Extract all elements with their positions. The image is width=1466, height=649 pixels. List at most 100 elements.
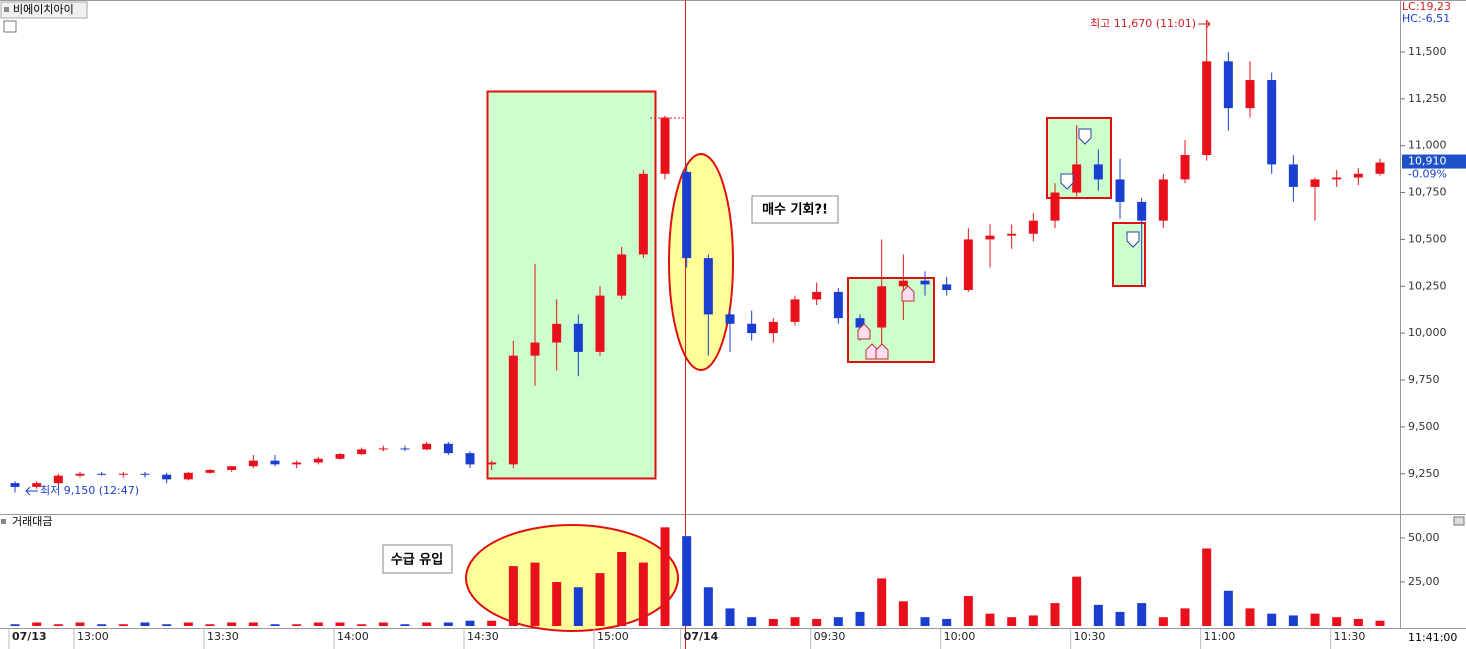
- close-button[interactable]: [1453, 516, 1465, 526]
- volume-bar: [573, 587, 583, 626]
- y-tick-label: 9,750: [1408, 373, 1440, 386]
- candle-body: [162, 474, 172, 480]
- volume-bar: [942, 618, 952, 626]
- volume-bar: [53, 624, 63, 626]
- tab-icon: [4, 7, 9, 12]
- y-tick-label: 10,750: [1408, 186, 1447, 199]
- volume-bar: [595, 573, 605, 626]
- candle-body: [10, 483, 20, 487]
- volume-bar: [638, 562, 648, 626]
- candle-body: [812, 291, 822, 300]
- candle-body: [552, 323, 562, 343]
- candle-body: [75, 473, 85, 476]
- symbol-tab[interactable]: [0, 1, 88, 19]
- candle-body: [32, 483, 42, 487]
- volume-bar: [1137, 603, 1147, 626]
- y-tick-label: 10,250: [1408, 279, 1447, 292]
- volume-bar: [985, 613, 995, 626]
- volume-bar: [812, 618, 822, 626]
- candle-body: [1028, 220, 1038, 234]
- x-tick-label: 07/13: [12, 630, 47, 643]
- annotation: 매수 기회?!: [762, 202, 828, 218]
- y-tick-label: 9,500: [1408, 420, 1440, 433]
- candle-body: [1202, 61, 1212, 156]
- candle-body: [183, 472, 193, 480]
- candle-body: [1072, 164, 1082, 193]
- volume-bar: [660, 527, 670, 626]
- trade-signals: [857, 128, 1140, 360]
- x-tick-label: 11:30: [1334, 630, 1366, 643]
- candle-body: [1050, 192, 1060, 221]
- volume-bar: [963, 596, 973, 626]
- volume-bar: [1332, 617, 1342, 626]
- candle-body: [833, 291, 843, 319]
- candle-body: [963, 239, 973, 291]
- volume-bar: [725, 608, 735, 626]
- candle-body: [465, 453, 475, 465]
- volume-bar: [703, 587, 713, 626]
- candle-body: [703, 258, 713, 315]
- volume-bar: [1245, 608, 1255, 626]
- volume-bar: [118, 624, 128, 626]
- x-tick-label: 13:30: [207, 630, 239, 643]
- x-tick-label: 13:00: [77, 630, 109, 643]
- volume-bar: [140, 622, 150, 626]
- candle-body: [1245, 80, 1255, 109]
- last-price-label: 10,910: [1408, 155, 1447, 168]
- candle-body: [920, 280, 930, 285]
- candle-body: [855, 318, 865, 328]
- volume-bar: [75, 622, 85, 626]
- volume-bar: [898, 601, 908, 626]
- symbol-name: 비에이치아이: [13, 3, 74, 16]
- candle-body: [508, 355, 518, 465]
- candle-body: [357, 449, 367, 455]
- candle-body: [1115, 179, 1125, 202]
- x-tick-label: 07/14: [684, 630, 719, 643]
- y-tick-label: 10,000: [1408, 326, 1447, 339]
- tab-icon: [1, 519, 6, 524]
- candle-body: [660, 117, 670, 174]
- x-tick-label: 09:30: [814, 630, 846, 643]
- candle-body: [768, 321, 778, 334]
- candle-body: [573, 323, 583, 352]
- y-tick-label: 11,250: [1408, 92, 1447, 105]
- volume-title: 거래대금: [12, 515, 52, 528]
- cursor-time: 11:41:00: [1408, 631, 1457, 644]
- volume-bar: [617, 552, 627, 626]
- volume-bar: [768, 618, 778, 626]
- annotation-box: [382, 544, 453, 574]
- candle-body: [877, 286, 887, 328]
- candle-body: [1007, 233, 1017, 236]
- volume-bar: [833, 617, 843, 626]
- x-tick-label: 10:00: [944, 630, 976, 643]
- high-label: 최고 11,670 (11:01): [1090, 17, 1196, 30]
- y-tick-label: 50,00: [1408, 531, 1440, 544]
- volume-bar: [530, 562, 540, 626]
- volume-bar: [552, 581, 562, 626]
- volume-bar: [270, 624, 280, 626]
- volume-bar: [465, 620, 475, 626]
- candle-body: [1332, 177, 1342, 180]
- x-tick-label: 14:00: [337, 630, 369, 643]
- candle-body: [1288, 164, 1298, 187]
- annotation-box: [751, 195, 839, 224]
- low-label: 최저 9,150 (12:47): [40, 484, 139, 497]
- volume-bar: [1093, 604, 1103, 626]
- volume-bar: [10, 624, 20, 626]
- volume-bar: [248, 622, 258, 626]
- volume-bar: [790, 617, 800, 626]
- candle-body: [1375, 162, 1385, 174]
- candle-body: [985, 235, 995, 240]
- volume-bar: [32, 622, 42, 626]
- volume-bar: [1072, 576, 1082, 626]
- candle-body: [1180, 155, 1190, 180]
- table-icon[interactable]: [3, 20, 17, 33]
- candle-body: [335, 454, 345, 459]
- candle-body: [118, 473, 128, 475]
- volume-bar: [1158, 617, 1168, 626]
- candle-body: [1267, 80, 1277, 165]
- volume-bar: [1202, 548, 1212, 626]
- candle-body: [1310, 179, 1320, 187]
